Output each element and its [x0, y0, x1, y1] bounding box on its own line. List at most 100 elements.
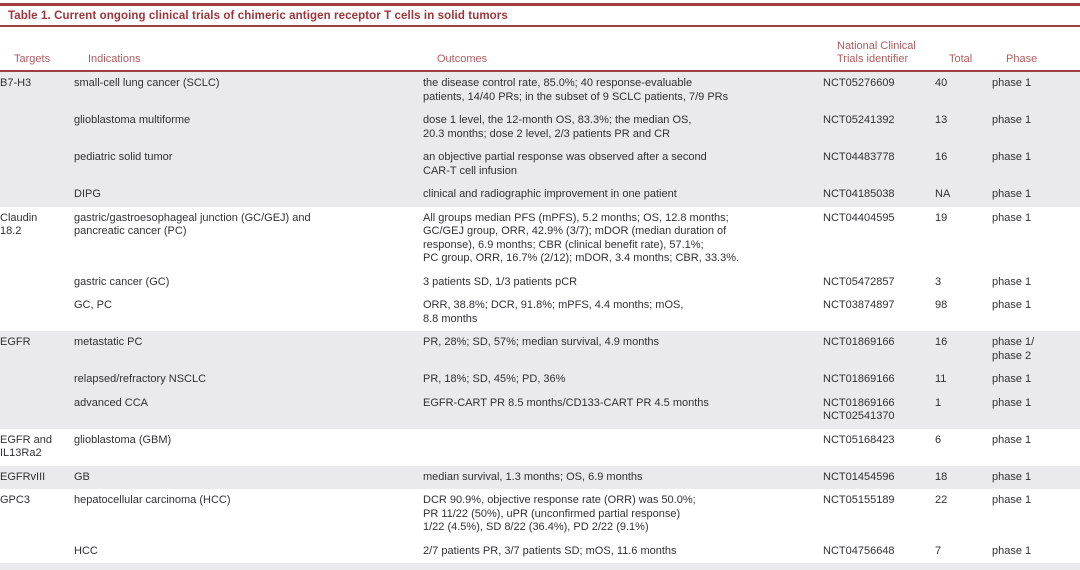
target-cell: GPC3: [0, 494, 30, 506]
indication-cell: gastric cancer (GC): [74, 275, 170, 288]
table-row: glioblastoma multiforme dose 1 level, the…: [0, 109, 1080, 146]
target-cell: EGFR: [0, 336, 31, 348]
indication-cell: small-cell lung cancer (SCLC): [74, 77, 220, 89]
phase-cell: phase 1: [992, 188, 1032, 200]
phase-cell: phase 1: [992, 151, 1032, 163]
table-header-row: Targets Indications Outcomes National Cl…: [0, 27, 1080, 72]
indication-cell: GB: [74, 470, 90, 483]
table-row: advanced CCA EGFR-CART PR 8.5 months/CD13…: [0, 392, 1080, 429]
outcome-cell: DCR 90.9%, objective response rate (ORR)…: [423, 494, 696, 533]
indication-cell: glioblastoma (GBM): [74, 433, 172, 446]
nct-cell: NCT05155189: [823, 494, 895, 506]
table-row: pediatric solid tumor an objective partia…: [0, 146, 1080, 183]
target-cell: [0, 299, 74, 326]
phase-cell: phase 1: [992, 77, 1032, 89]
target-group: GPC3 hepatocellular carcinoma (HCC) DCR 90…: [0, 489, 1080, 563]
target-cell: EGFRvIII: [0, 470, 46, 483]
total-cell: 13: [935, 114, 948, 126]
total-cell: 40: [935, 77, 948, 89]
table-row: EGFR metastatic PC PR, 28%; SD, 57%; media…: [0, 331, 1080, 368]
total-cell: NA: [935, 188, 951, 200]
target-cell: [0, 397, 74, 424]
nct-cell: NCT01454596: [823, 470, 895, 483]
target-cell: [0, 114, 74, 141]
phase-cell: phase 1: [992, 544, 1032, 557]
indication-cell: advanced CCA: [74, 396, 148, 409]
phase-cell: phase 1: [992, 373, 1032, 385]
outcome-cell: an objective partial response was observ…: [423, 151, 707, 177]
phase-cell: phase 1: [992, 494, 1032, 506]
target-cell: [0, 276, 74, 290]
nct-cell: NCT04404595: [823, 211, 895, 224]
indication-cell: hepatocellular carcinoma (HCC): [74, 494, 231, 506]
title-divider: [0, 25, 1080, 27]
total-cell: 16: [935, 336, 948, 348]
column-header-nct: National Clinical Trials identifier: [837, 40, 916, 65]
indication-cell: GC, PC: [74, 299, 112, 311]
phase-cell: phase 1/ phase 2: [992, 336, 1035, 362]
total-cell: 19: [935, 211, 948, 224]
indication-cell: relapsed/refractory NSCLC: [74, 373, 207, 385]
outcome-cell: EGFR-CART PR 8.5 months/CD133-CART PR 4.…: [423, 396, 709, 409]
table-row: GPC3 hepatocellular carcinoma (HCC) DCR 90…: [0, 489, 1080, 540]
target-group: B7-H3 small-cell lung cancer (SCLC) the di…: [0, 72, 1080, 207]
outcome-cell: ORR, 38.8%; DCR, 91.8%; mPFS, 4.4 months…: [423, 299, 684, 325]
table-body: B7-H3 small-cell lung cancer (SCLC) the di…: [0, 72, 1080, 563]
total-cell: 22: [935, 494, 948, 506]
phase-cell: phase 1: [992, 299, 1032, 311]
outcome-cell: All groups median PFS (mPFS), 5.2 months…: [423, 211, 740, 265]
total-cell: 18: [935, 470, 948, 483]
target-cell: B7-H3: [0, 77, 32, 89]
column-header-phase: Phase: [1006, 53, 1038, 65]
column-header-total: Total: [949, 53, 973, 65]
next-row-shading-strip: [0, 563, 1080, 570]
target-group: EGFR and IL13Ra2 glioblastoma (GBM) NCT051…: [0, 429, 1080, 466]
nct-cell: NCT04483778: [823, 151, 895, 163]
total-cell: 11: [935, 373, 947, 385]
nct-cell: NCT05241392: [823, 114, 895, 126]
table-row: EGFRvIII GB median survival, 1.3 months; O…: [0, 466, 1080, 490]
phase-cell: phase 1: [992, 433, 1032, 446]
total-cell: 3: [935, 275, 942, 288]
paper-table-page: Table 1. Current ongoing clinical trials…: [0, 3, 1080, 570]
indication-cell: HCC: [74, 544, 98, 557]
indication-cell: glioblastoma multiforme: [74, 114, 191, 126]
target-group: EGFR metastatic PC PR, 28%; SD, 57%; media…: [0, 331, 1080, 429]
total-cell: 7: [935, 544, 942, 557]
table-row: relapsed/refractory NSCLC PR, 18%; SD, 45…: [0, 368, 1080, 392]
nct-cell: NCT05276609: [823, 77, 895, 89]
column-header-indications: Indications: [88, 53, 141, 65]
outcome-cell: PR, 28%; SD, 57%; median survival, 4.9 m…: [423, 336, 659, 348]
indication-cell: pediatric solid tumor: [74, 151, 173, 163]
table-row: DIPG clinical and radiographic improvemen…: [0, 183, 1080, 207]
indication-cell: gastric/gastroesophageal junction (GC/GE…: [74, 211, 311, 238]
outcome-cell: [423, 434, 823, 461]
target-group: EGFRvIII GB median survival, 1.3 months; O…: [0, 465, 1080, 490]
outcome-cell: median survival, 1.3 months; OS, 6.9 mon…: [423, 470, 643, 483]
target-cell: [0, 545, 74, 559]
target-cell: [0, 373, 74, 387]
top-divider: [0, 3, 1080, 6]
table-title: Table 1. Current ongoing clinical trials…: [8, 10, 508, 22]
table-row: gastric cancer (GC) 3 patients SD, 1/3 pa…: [0, 271, 1080, 295]
nct-cell: NCT01869166 NCT02541370: [823, 396, 895, 423]
column-header-targets: Targets: [14, 53, 51, 65]
total-cell: 1: [935, 396, 942, 409]
target-cell: EGFR and IL13Ra2: [0, 433, 52, 460]
table-row: B7-H3 small-cell lung cancer (SCLC) the di…: [0, 72, 1080, 109]
nct-cell: NCT03874897: [823, 299, 895, 311]
total-cell: 6: [935, 433, 942, 446]
outcome-cell: 3 patients SD, 1/3 patients pCR: [423, 275, 578, 288]
phase-cell: phase 1: [992, 470, 1032, 483]
total-cell: 16: [935, 151, 948, 163]
phase-cell: phase 1: [992, 211, 1032, 224]
table-row: GC, PC ORR, 38.8%; DCR, 91.8%; mPFS, 4.4 …: [0, 294, 1080, 331]
indication-cell: metastatic PC: [74, 336, 143, 348]
outcome-cell: clinical and radiographic improvement in…: [423, 188, 677, 200]
outcome-cell: the disease control rate, 85.0%; 40 resp…: [423, 77, 729, 103]
table-row: Claudin 18.2 gastric/gastroesophageal jun…: [0, 207, 1080, 271]
nct-cell: NCT01869166: [823, 336, 895, 348]
target-cell: [0, 151, 74, 178]
outcome-cell: dose 1 level, the 12-month OS, 83.3%; th…: [423, 114, 692, 140]
phase-cell: phase 1: [992, 114, 1032, 126]
